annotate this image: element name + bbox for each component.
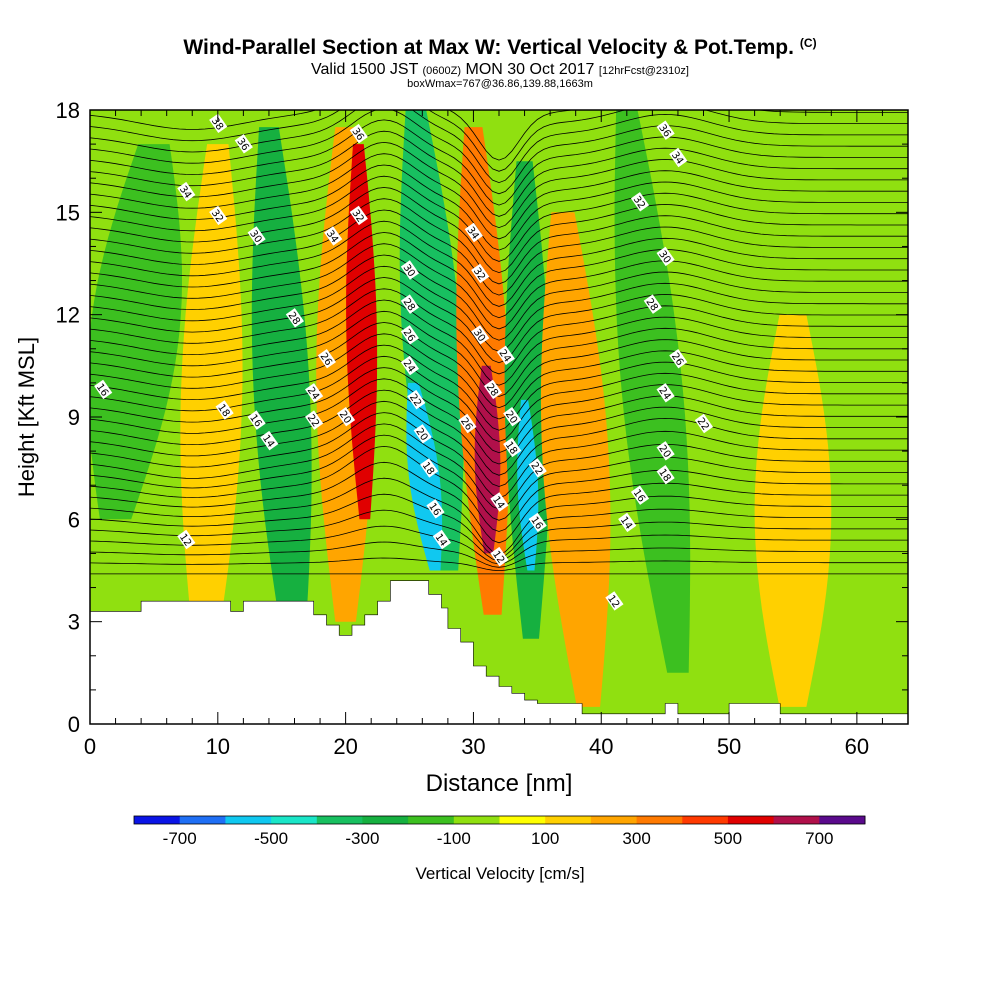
colorbar-swatch [362,816,409,824]
colorbar-swatch [453,816,500,824]
theta-contour [90,367,908,454]
theta-contour [90,141,908,229]
colorbar-frame [133,815,866,825]
theta-contour [90,378,908,465]
y-tick-label: 0 [68,712,80,737]
theta-contour [90,389,908,476]
colorbar-tick-label: -500 [254,829,288,848]
colorbar-tick-label: 500 [714,829,742,848]
colorbar-swatch [408,816,455,824]
copyright-mark: (C) [799,36,817,50]
x-tick-label: 0 [84,734,96,759]
chart-title: Wind-Parallel Section at Max W: Vertical… [0,36,1000,60]
colorbar: -700 -500 -300 -100 100 300 500 700 [133,815,866,848]
valid-time: Valid 1500 JST (0600Z) MON 30 Oct 2017 [… [0,61,1000,79]
theta-contour [90,175,908,262]
theta-contour [90,243,908,330]
colorbar-swatch [179,816,226,824]
colorbar-tick-label: 100 [531,829,559,848]
w-band-0 [90,144,182,520]
colorbar-swatch [271,816,318,824]
valid-prefix: Valid 1500 JST [311,61,419,78]
colorbar-swatch [225,816,272,824]
x-tick-label: 20 [333,734,357,759]
colorbar-swatch [545,816,592,824]
y-tick-label: 6 [68,507,80,532]
colorbar-tick-label: 700 [805,829,833,848]
colorbar-swatch [316,816,363,824]
valid-utc: (0600Z) [422,65,462,77]
chart-title-text: Wind-Parallel Section at Max W: Vertical… [183,36,794,59]
colorbar-swatch [682,816,729,824]
w-band-8 [474,365,501,554]
theta-contour [90,110,908,172]
subtitle: boxWmax=767@36.86,139.88,1663m [407,78,593,90]
colorbar-swatch [819,816,866,824]
theta-contour [90,541,908,568]
theta-contour [90,187,908,274]
theta-contour [90,400,908,487]
x-tick-label: 60 [845,734,869,759]
w-band-11 [540,212,611,707]
w-band-2 [251,127,312,656]
terrain-mask [90,580,908,724]
colorbar-swatch [134,816,181,824]
y-tick-label: 15 [56,200,80,225]
theta-contour [90,153,908,240]
w-band-13 [754,314,832,707]
theta-contour [90,557,908,572]
theta-contour [90,288,908,375]
colorbar-tick-label: -300 [345,829,379,848]
theta-contour [90,209,908,296]
theta-contour [90,333,908,420]
x-tick-label: 50 [717,734,741,759]
w-band-1 [180,144,243,656]
colorbar-tick-label: 300 [622,829,650,848]
x-axis-label: Distance [nm] [426,770,573,797]
colorbar-swatch [499,816,546,824]
y-axis-label: Height [Kft MSL] [14,337,39,497]
theta-contour [90,232,908,319]
theta-contour [90,119,908,206]
x-tick-label: 10 [206,734,230,759]
colorbar-swatch [636,816,683,824]
theta-contour [90,461,908,544]
w-band-10 [517,399,539,571]
valid-date: MON 30 Oct 2017 [465,61,595,78]
theta-contour [90,434,908,521]
theta-contour [90,322,908,409]
theta-contour [90,110,908,195]
colorbar-tick-label: -700 [163,829,197,848]
theta-contour [90,344,908,431]
theta-contour [90,445,908,532]
y-tick-label: 18 [56,98,80,123]
y-tick-label: 12 [56,303,80,328]
colorbar-label: Vertical Velocity [cm/s] [415,864,585,883]
theta-contour [90,198,908,285]
x-tick-label: 30 [461,734,485,759]
y-tick-label: 9 [68,405,80,430]
colorbar-swatch [727,816,775,824]
x-tick-label: 40 [589,734,613,759]
theta-contour [90,164,908,251]
forecast-info: [12hrFcst@2310z] [598,65,689,77]
theta-contour [90,130,908,217]
w-band-4 [346,144,378,520]
colorbar-tick-label: -100 [437,829,471,848]
theta-contour [90,220,908,307]
theta-contour [90,310,908,397]
theta-contour [90,277,908,364]
theta-contour [90,110,908,184]
colorbar-swatch [773,816,820,824]
theta-contour [90,254,908,341]
w-band-12 [614,110,691,673]
theta-contour [90,299,908,386]
colorbar-swatch [590,816,638,824]
y-tick-label: 3 [68,610,80,635]
